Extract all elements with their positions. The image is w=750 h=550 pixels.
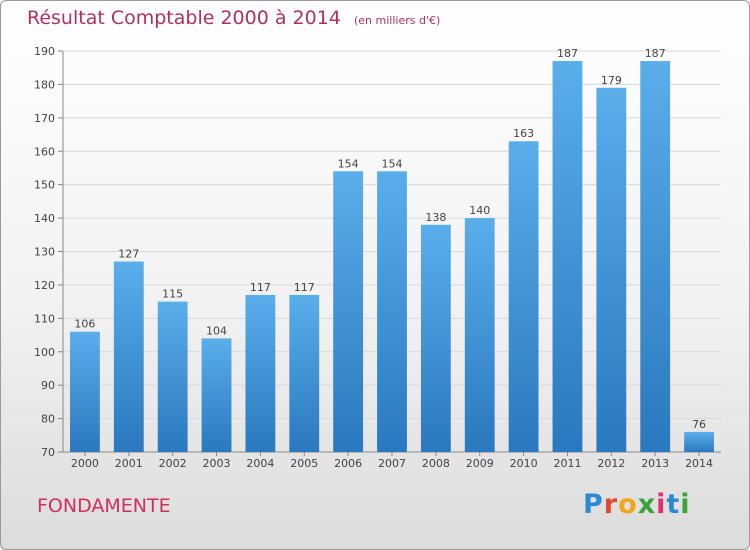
y-tick-label: 160 — [34, 145, 55, 158]
data-label: 106 — [74, 318, 95, 331]
proxiti-logo: Proxiti — [583, 489, 691, 520]
bar — [508, 141, 539, 452]
y-tick-label: 110 — [34, 312, 55, 325]
bar — [684, 431, 714, 452]
logo-letter: P — [583, 489, 604, 520]
data-label: 179 — [601, 74, 622, 87]
x-tick-label: 2008 — [422, 457, 450, 470]
logo-letter: i — [656, 489, 667, 520]
logo-letter: x — [637, 489, 657, 520]
logo-letter: t — [666, 489, 681, 520]
bar — [289, 294, 320, 452]
x-tick-label: 2002 — [159, 457, 187, 470]
bar — [70, 331, 100, 452]
bar — [552, 61, 583, 453]
bar — [333, 171, 364, 453]
y-tick-label: 70 — [41, 446, 55, 459]
y-tick-label: 80 — [41, 413, 55, 426]
data-label: 138 — [425, 211, 446, 224]
data-label: 127 — [118, 248, 139, 261]
data-label: 115 — [162, 288, 183, 301]
data-label: 187 — [557, 47, 578, 60]
x-tick-label: 2005 — [290, 457, 318, 470]
x-tick-label: 2012 — [597, 457, 625, 470]
y-tick-label: 100 — [34, 346, 55, 359]
x-tick-label: 2003 — [203, 457, 231, 470]
logo-letter: r — [603, 489, 619, 520]
bar — [201, 338, 232, 452]
y-tick-label: 150 — [34, 179, 55, 192]
bar — [157, 301, 188, 452]
x-tick-label: 2013 — [641, 457, 669, 470]
data-label: 154 — [382, 157, 403, 170]
bar — [420, 224, 451, 452]
x-tick-label: 2010 — [510, 457, 538, 470]
chart-title: Résultat Comptable 2000 à 2014 — [27, 7, 341, 29]
data-label: 140 — [469, 204, 490, 217]
bar — [245, 294, 276, 452]
y-tick-label: 90 — [41, 379, 55, 392]
place-name: FONDAMENTE — [37, 495, 171, 517]
x-tick-label: 2000 — [71, 457, 99, 470]
x-tick-label: 2006 — [334, 457, 362, 470]
logo-letter: i — [680, 489, 691, 520]
title-row: Résultat Comptable 2000 à 2014 (en milli… — [27, 7, 440, 29]
x-tick-label: 2011 — [553, 457, 581, 470]
x-tick-label: 2009 — [466, 457, 494, 470]
data-label: 117 — [294, 281, 315, 294]
y-tick-label: 130 — [34, 246, 55, 259]
y-tick-label: 140 — [34, 212, 55, 225]
chart-subtitle: (en milliers d'€) — [353, 14, 441, 27]
y-tick-label: 180 — [34, 78, 55, 91]
bar — [464, 218, 495, 452]
bar — [596, 87, 627, 452]
y-tick-label: 190 — [34, 45, 55, 58]
x-tick-label: 2007 — [378, 457, 406, 470]
data-label: 104 — [206, 324, 227, 337]
y-tick-label: 170 — [34, 112, 55, 125]
data-label: 154 — [338, 157, 359, 170]
logo-letter: o — [618, 489, 638, 520]
data-label: 163 — [513, 127, 534, 140]
bar — [377, 171, 407, 453]
x-tick-label: 2001 — [115, 457, 143, 470]
bar — [640, 61, 671, 453]
data-label: 187 — [645, 47, 666, 60]
bar — [113, 261, 144, 452]
data-label: 117 — [250, 281, 271, 294]
y-tick-label: 120 — [34, 279, 55, 292]
x-tick-label: 2004 — [246, 457, 274, 470]
x-tick-label: 2014 — [685, 457, 713, 470]
data-label: 76 — [692, 418, 706, 431]
